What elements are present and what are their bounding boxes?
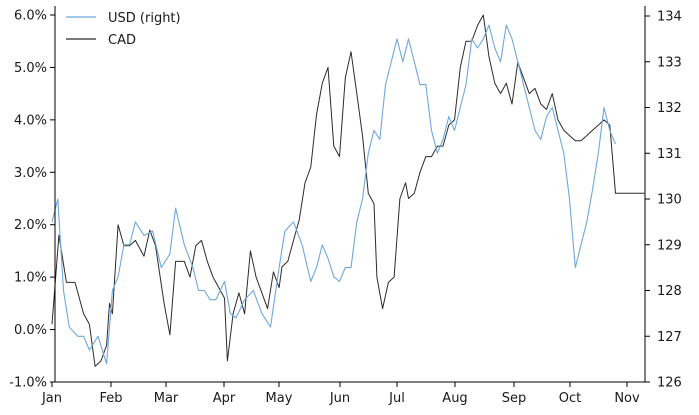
axes: -1.0% 0.0% 1.0% 2.0% 3.0% 4.0% 5.0% 6.0% 126 127 1…: [9, 6, 682, 406]
x-tick-label: May: [266, 391, 293, 406]
x-tick-label: Oct: [559, 391, 581, 406]
x-tick-label: Mar: [154, 391, 179, 406]
right-tick-label: 127: [657, 330, 682, 345]
x-tick-label: Aug: [442, 391, 467, 406]
x-tick-label: Jun: [329, 391, 350, 406]
left-tick-label: 3.0%: [14, 166, 47, 181]
x-tick-label: Nov: [614, 391, 640, 406]
right-tick-label: 128: [657, 284, 682, 299]
left-tick-label: 4.0%: [14, 113, 47, 128]
left-tick-label: -1.0%: [9, 376, 47, 391]
plot-area: [51, 14, 645, 367]
right-tick-label: 131: [657, 147, 682, 162]
right-tick-label: 129: [657, 238, 682, 253]
cad-series-line: [51, 14, 645, 367]
right-tick-label: 132: [657, 101, 682, 116]
left-tick-label: 5.0%: [14, 61, 47, 76]
left-tick-label: 1.0%: [14, 271, 47, 286]
x-tick-label: Jul: [388, 391, 405, 406]
x-tick-label: Jan: [41, 391, 62, 406]
left-tick-label: 6.0%: [14, 9, 47, 24]
x-tick-label: Apr: [213, 391, 236, 406]
x-tick-label: Sep: [502, 391, 527, 406]
usd-series-line: [51, 24, 617, 365]
left-tick-label: 0.0%: [14, 323, 47, 338]
x-tick-label: Feb: [99, 391, 122, 406]
right-tick-label: 130: [657, 193, 682, 208]
legend-cad-label: CAD: [108, 33, 136, 48]
right-tick-label: 133: [657, 55, 682, 70]
right-tick-label: 134: [657, 10, 682, 25]
left-tick-label: 2.0%: [14, 218, 47, 233]
legend-usd-label: USD (right): [108, 11, 181, 26]
right-tick-label: 126: [657, 376, 682, 391]
legend: USD (right) CAD: [66, 11, 181, 48]
